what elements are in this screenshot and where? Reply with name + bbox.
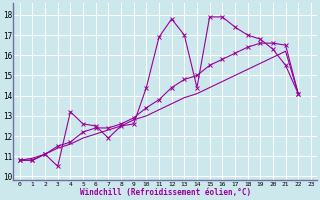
X-axis label: Windchill (Refroidissement éolien,°C): Windchill (Refroidissement éolien,°C)	[80, 188, 251, 197]
